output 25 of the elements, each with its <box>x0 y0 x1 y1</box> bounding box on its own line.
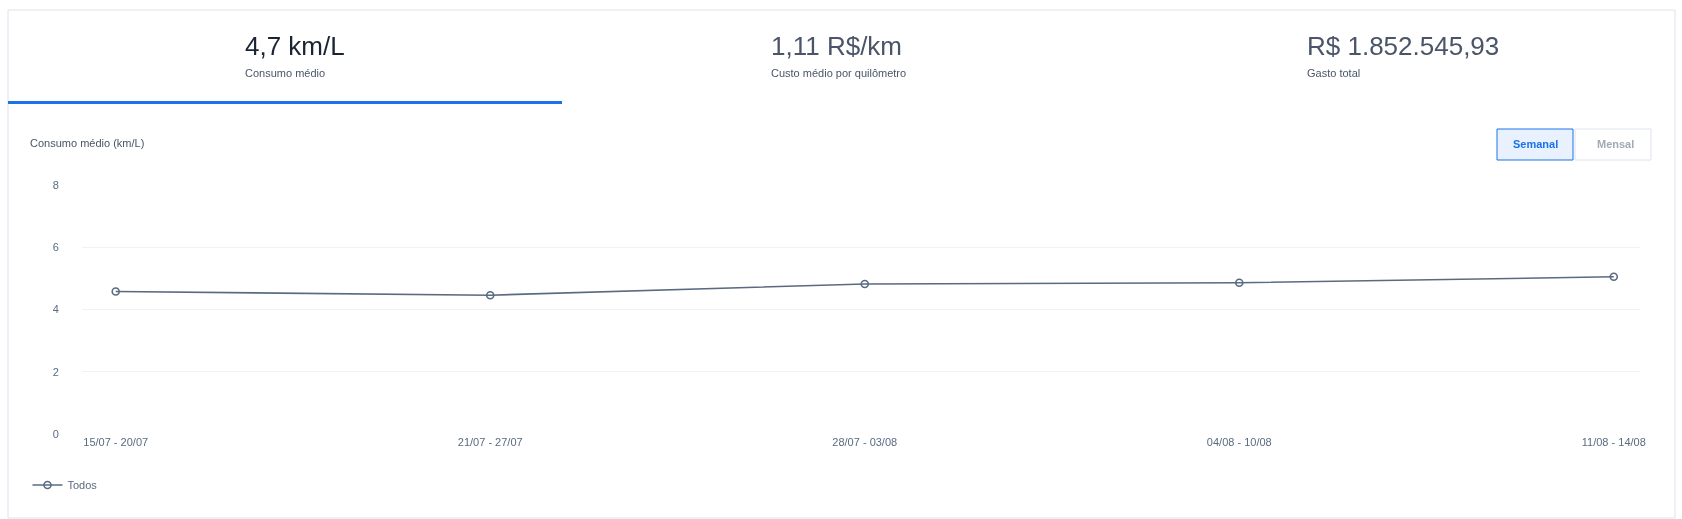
x-tick-label: 15/07 - 20/07 <box>83 436 149 448</box>
y-tick-label: 2 <box>52 365 59 378</box>
x-tick-label: 11/08 - 14/08 <box>1581 436 1646 448</box>
y-tick-label: 8 <box>52 178 59 191</box>
point <box>1609 272 1619 282</box>
y-tick-label: 4 <box>52 303 59 316</box>
text: R$ 1.852.545,93 <box>1307 31 1500 61</box>
point <box>1234 278 1244 288</box>
text: Mensal <box>1597 138 1635 150</box>
chart-title: Consumo médio (km/L) <box>30 137 145 149</box>
x-tick-label: 04/08 - 10/08 <box>1206 436 1272 448</box>
text: Gasto total <box>1307 67 1361 79</box>
y-tick-label: 0 <box>52 427 59 440</box>
y-tick-label: 6 <box>52 241 59 254</box>
point <box>485 290 495 300</box>
x-tick-label: 21/07 - 27/07 <box>457 436 523 448</box>
text: Semanal <box>1513 138 1559 150</box>
text: Consumo médio <box>245 67 326 79</box>
text: 1,11 R$/km <box>771 31 903 61</box>
x-tick-label: 28/07 - 03/08 <box>832 436 898 448</box>
point <box>860 279 870 289</box>
point <box>111 287 121 296</box>
text: Custo médio por quilômetro <box>771 67 907 79</box>
legend-label: Todos <box>67 479 98 492</box>
text: 4,7 km/L <box>245 31 345 61</box>
